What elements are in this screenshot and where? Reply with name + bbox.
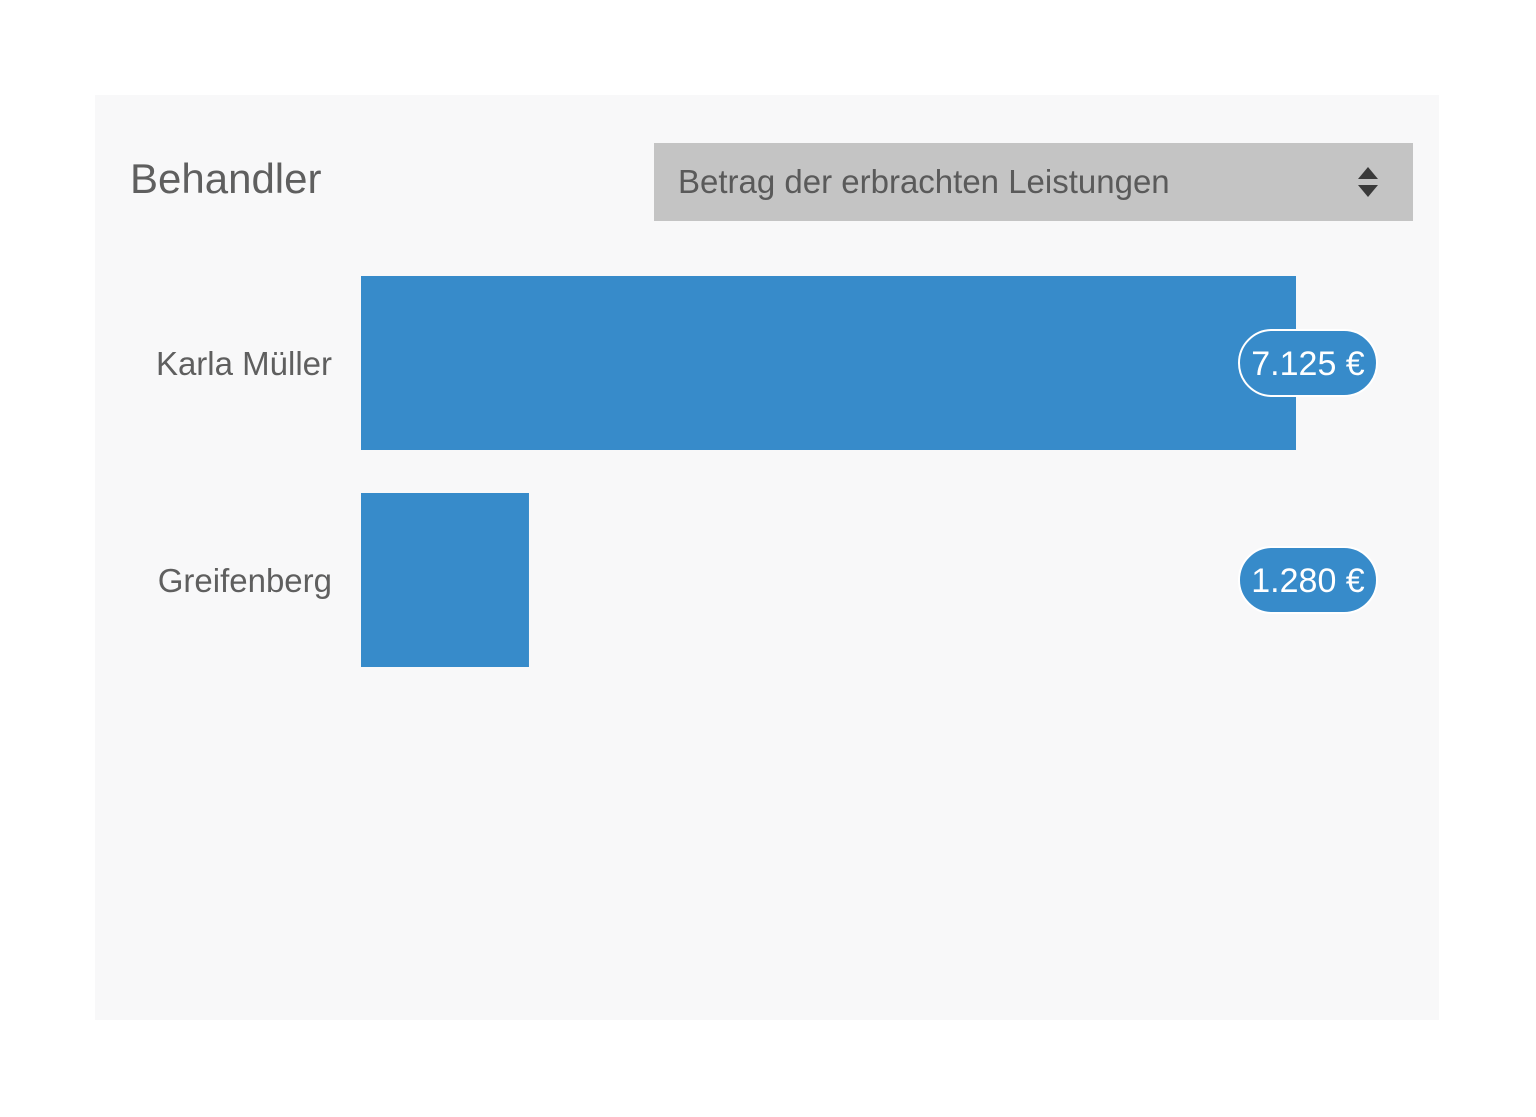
bar[interactable] [361, 493, 529, 667]
card-title: Behandler [130, 155, 322, 202]
value-badge [1238, 546, 1378, 614]
bar[interactable] [361, 276, 1296, 450]
treatment-provider-card: Behandler Betrag der erbrachten Leistung… [95, 95, 1439, 1020]
bar-category-label: Greifenberg [158, 562, 332, 599]
value-label: 1.280 € [1251, 562, 1365, 600]
value-badge [1238, 329, 1378, 397]
value-label: 7.125 € [1251, 345, 1365, 383]
provider-bar-chart: Karla Müller 7.125 € Greifenberg 1.280 € [156, 276, 1378, 667]
bar-category-label: Karla Müller [156, 345, 332, 382]
metric-select[interactable]: Betrag der erbrachten Leistungen [654, 143, 1413, 221]
metric-select-value: Betrag der erbrachten Leistungen [678, 163, 1170, 200]
sort-arrows-icon [1358, 167, 1378, 197]
